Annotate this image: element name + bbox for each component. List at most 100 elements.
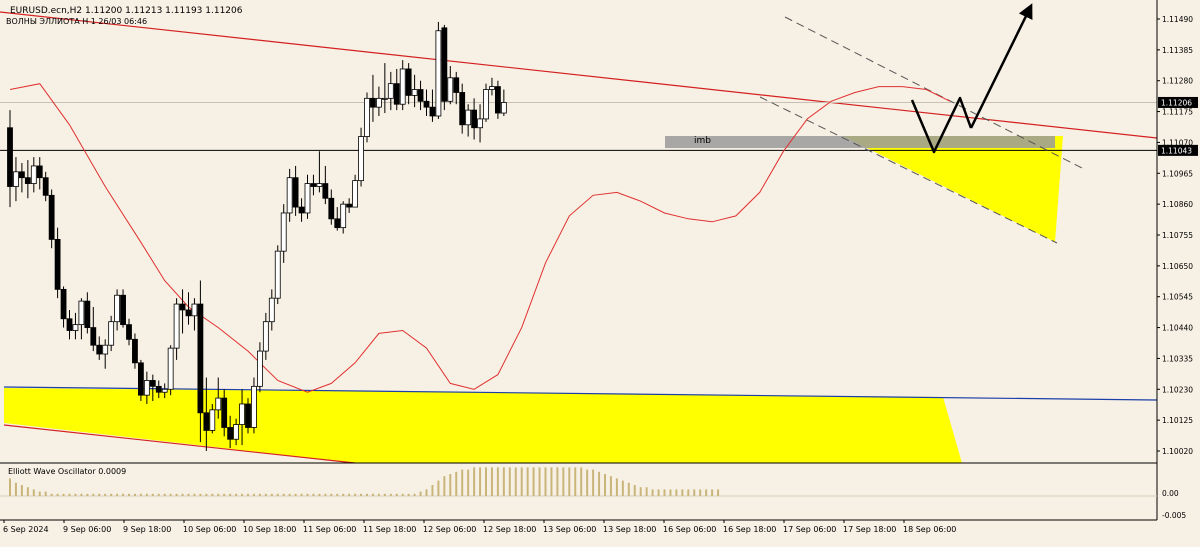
price-tag (1158, 96, 1198, 108)
candle-body (197, 303, 204, 414)
wave-path (910, 96, 973, 154)
candle-body (471, 109, 478, 129)
candle-body (114, 294, 120, 323)
candle-body (42, 177, 49, 196)
candle-body (441, 27, 448, 102)
candle-body (387, 83, 394, 99)
candle-body (310, 183, 317, 187)
x-tick-label: 10 Sep 18:00 (243, 525, 296, 534)
candle-body (494, 86, 501, 114)
x-tick-label: 12 Sep 18:00 (483, 525, 536, 534)
candle-body (352, 180, 359, 208)
candle-body (364, 97, 370, 137)
candle-body (84, 300, 91, 328)
candle-body (54, 239, 61, 290)
imbalance-zone (665, 136, 1055, 148)
candle-body (215, 397, 222, 411)
candle-body (126, 324, 132, 340)
candle-body (304, 183, 311, 214)
x-tick-label: 12 Sep 06:00 (423, 525, 476, 534)
descending-trendline (0, 11, 1158, 139)
oscillator-tick-label: 0.00 (1162, 489, 1179, 498)
y-tick-label: 1.10965 (1162, 169, 1193, 178)
oscillator-layer: 0.00 -0.005 (0, 467, 1186, 520)
y-tick-label: 1.10020 (1162, 447, 1193, 456)
overlay-layer (910, 3, 1033, 154)
y-tick-label: 1.10650 (1162, 262, 1193, 271)
candle-body (489, 86, 495, 90)
candle-body (405, 68, 412, 96)
candle-body (191, 303, 198, 317)
candle-body (280, 212, 287, 252)
channel-lower-line (759, 96, 1058, 244)
lines-layer (0, 11, 1158, 464)
x-tick-label: 9 Sep 06:00 (63, 525, 111, 534)
candle-body (483, 89, 489, 120)
y-tick-label: 1.11490 (1162, 15, 1193, 24)
y-tick-label: 1.11280 (1162, 77, 1193, 86)
candle-body (161, 388, 168, 393)
candle-body (60, 288, 67, 320)
candle-body (262, 321, 269, 352)
candle-body (13, 171, 19, 187)
y-tick-label: 1.10755 (1162, 231, 1193, 240)
x-tick-label: 16 Sep 06:00 (663, 525, 716, 534)
candle-body (459, 92, 466, 126)
candle-body (66, 318, 73, 331)
candle-body (221, 397, 228, 428)
candle-body (239, 403, 245, 425)
y-tick-label: 1.10545 (1162, 293, 1193, 302)
candle-body (292, 177, 299, 208)
candle-body (298, 206, 305, 214)
candle-body (203, 412, 210, 431)
candle-body (500, 102, 507, 114)
x-tick-label: 9 Sep 18:00 (123, 525, 171, 534)
candle-body (447, 77, 454, 102)
candle-body (429, 106, 436, 117)
candle-body (328, 197, 335, 220)
candle-body (18, 171, 25, 179)
indicator-name: ВОЛНЫ ЭЛЛИОТА H 1 26/03 06:46 (6, 17, 147, 26)
candle-body (358, 136, 364, 182)
candle-body (370, 97, 376, 108)
candle-body (399, 68, 406, 105)
y-tick-label: 1.11070 (1162, 138, 1193, 147)
candle-body (381, 97, 388, 100)
candle-body (251, 385, 257, 428)
candle-body (155, 385, 162, 393)
y-tick-label: 1.11175 (1162, 108, 1193, 117)
symbol-ohlc-header: EURUSD.ecn,H2 1.11200 1.11213 1.11193 1.… (10, 6, 243, 16)
price-tag-label: 1.11043 (1161, 146, 1192, 155)
candle-body (477, 118, 483, 129)
y-tick-label: 1.10335 (1162, 354, 1193, 363)
channel-upper-line (784, 16, 1083, 169)
axes-layer: 1.11490 1.11385 1.11280 1.11175 1.11070 1.109… (0, 0, 1198, 534)
candle-body (245, 403, 251, 428)
candle-body (173, 303, 180, 349)
candle-body (24, 177, 31, 184)
candle-body (316, 183, 323, 187)
x-tick-label: 17 Sep 18:00 (843, 525, 896, 534)
candle-body (179, 303, 186, 311)
oscillator-tick-label: -0.005 (1162, 511, 1186, 520)
y-tick-label: 1.11385 (1162, 46, 1193, 55)
candle-body (435, 30, 442, 117)
candle-body (102, 344, 109, 355)
candle-body (411, 89, 418, 96)
y-tick-label: 1.10440 (1162, 324, 1193, 333)
candle-body (340, 203, 347, 229)
candle-body (143, 380, 150, 396)
candle-body (30, 165, 37, 184)
candle-body (90, 327, 97, 346)
price-tag-label: 1.11206 (1161, 98, 1192, 107)
candle-body (417, 89, 424, 102)
x-tick-label: 10 Sep 06:00 (183, 525, 236, 534)
candle-body (167, 347, 174, 390)
candle-body (268, 297, 275, 323)
candle-body (185, 309, 192, 317)
candle-body (48, 194, 55, 240)
candle-body (36, 165, 43, 179)
wave-arrow-up (969, 3, 1033, 129)
